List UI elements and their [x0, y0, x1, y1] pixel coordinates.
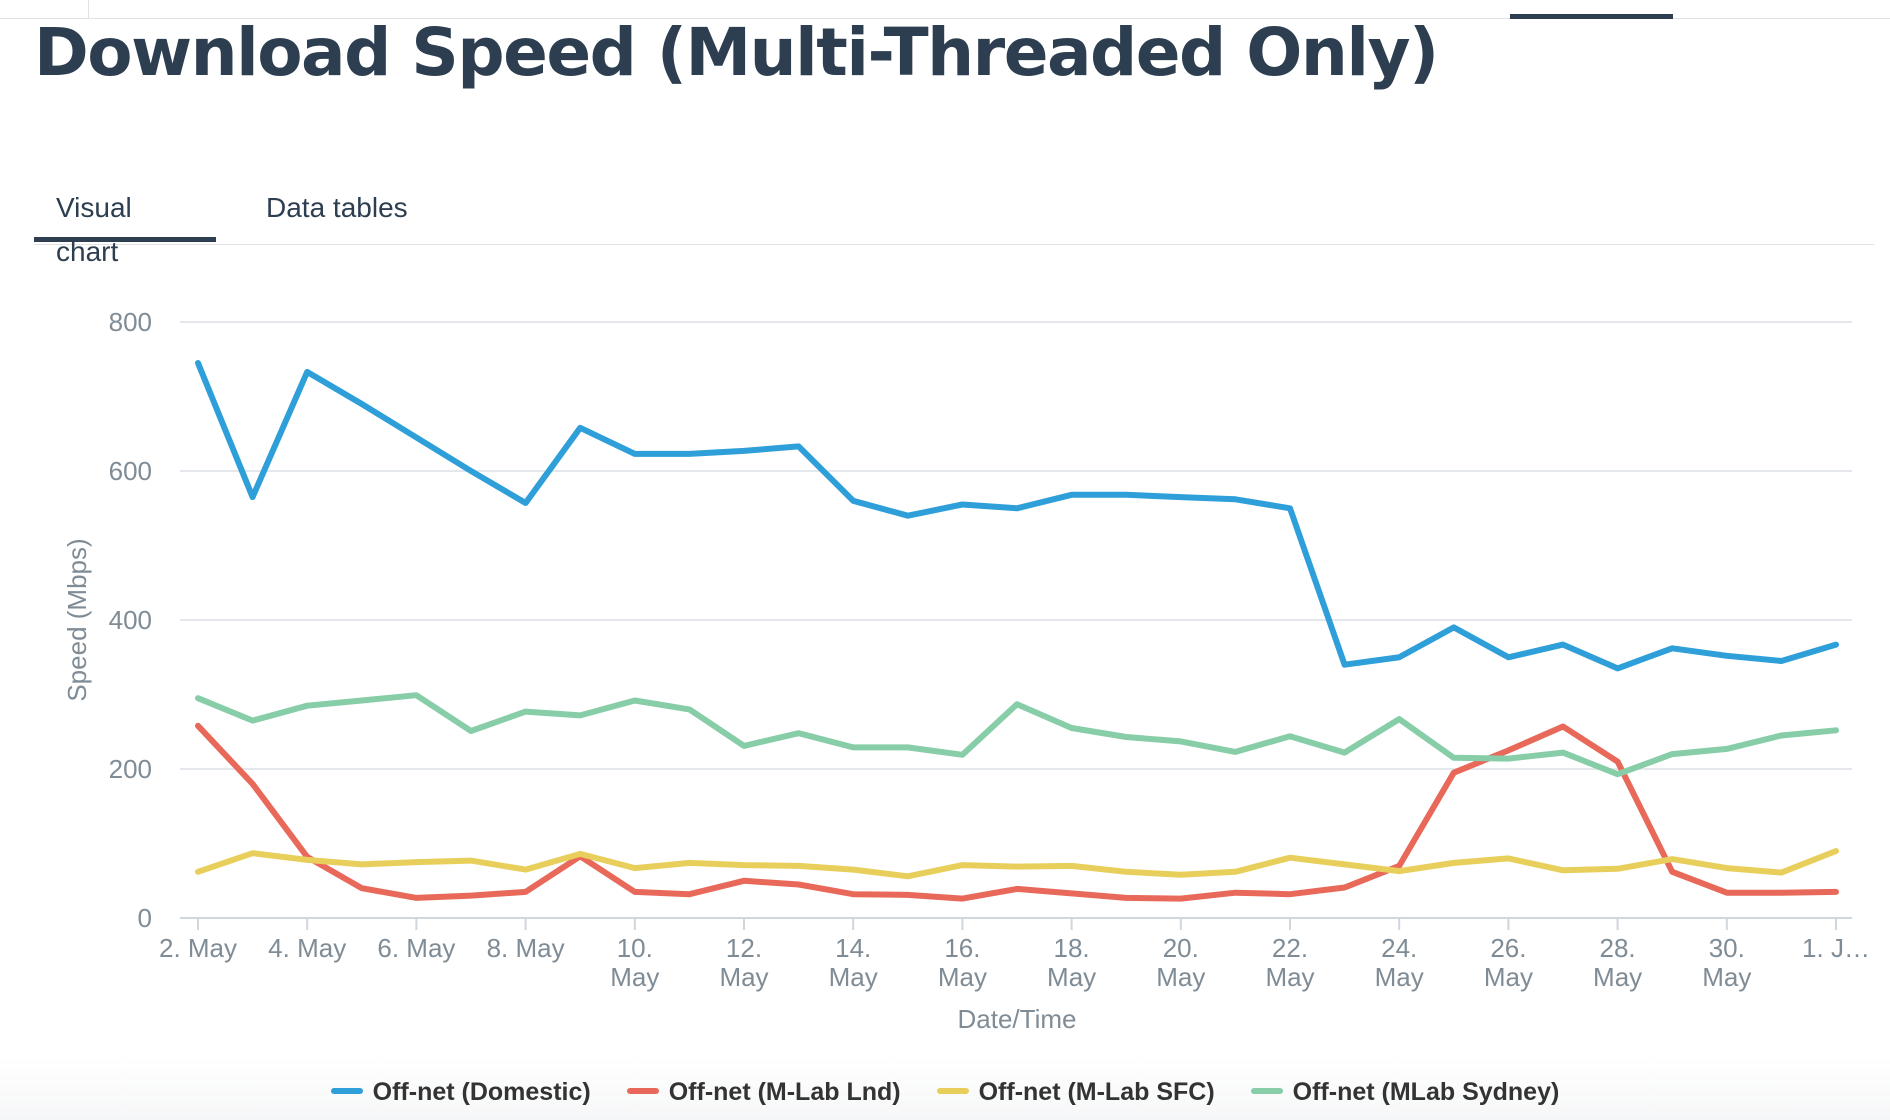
legend-item[interactable]: Off-net (M-Lab SFC) [936, 1075, 1215, 1109]
x-tick-label: 30. May [1702, 933, 1751, 992]
y-axis-ticks: 0 200 400 600 800 [109, 307, 152, 933]
series-line[interactable] [195, 722, 1839, 902]
x-tick-label: 22. May [1265, 933, 1314, 992]
x-tick-label: 10. May [610, 933, 659, 992]
legend-swatch [936, 1088, 969, 1095]
y-tick-label: 0 [138, 903, 152, 933]
x-axis-label: Date/Time [958, 1004, 1077, 1034]
legend-label: Off-net (Domestic) [372, 1078, 591, 1106]
x-tick-label: 20. May [1156, 933, 1205, 992]
x-tick-label: 18. May [1047, 933, 1096, 992]
x-tick-label: 8. May [487, 933, 565, 963]
x-tick-label: 28. May [1593, 933, 1642, 992]
x-axis: 2. May 4. May 6. May 8. May 10. May 12. May 14. M… [159, 918, 1870, 992]
x-tick-label: 26. May [1484, 933, 1533, 992]
active-nav-indicator [1510, 14, 1673, 19]
legend-label: Off-net (MLab Sydney) [1292, 1078, 1560, 1106]
y-tick-label: 800 [109, 307, 152, 337]
x-tick-label: 1. J… [1802, 933, 1870, 963]
y-tick-label: 600 [109, 456, 152, 486]
tab-data-tables[interactable]: Data tables [266, 192, 408, 223]
chart-tabs: Visual chart Data tables [34, 186, 1874, 267]
series-line[interactable] [195, 692, 1839, 778]
page-title: Download Speed (Multi-Threaded Only) [34, 14, 1439, 91]
legend-swatch [1250, 1088, 1283, 1095]
chart-legend: Off-net (Domestic) Off-net (M-Lab Lnd) Off… [0, 1075, 1890, 1109]
line-chart: 0 200 400 600 800 2. May 4. May 6. May 8. May 10… [62, 307, 1870, 1034]
legend-swatch [626, 1088, 659, 1095]
top-nav-strip [0, 0, 1890, 19]
nav-divider [88, 0, 89, 18]
series-lines [195, 360, 1839, 902]
series-line[interactable] [195, 848, 1839, 880]
legend-item[interactable]: Off-net (MLab Sydney) [1250, 1075, 1560, 1109]
x-tick-label: 2. May [159, 933, 237, 963]
legend-swatch [330, 1088, 363, 1095]
x-tick-label: 14. May [829, 933, 878, 992]
x-tick-label: 6. May [377, 933, 455, 963]
legend-item[interactable]: Off-net (Domestic) [330, 1075, 591, 1109]
grid-lines [180, 321, 1852, 919]
series-line[interactable] [195, 360, 1839, 672]
legend-label: Off-net (M-Lab SFC) [978, 1078, 1215, 1106]
x-tick-label: 4. May [268, 933, 346, 963]
tab-visual-chart[interactable]: Visual chart [34, 186, 216, 267]
legend-label: Off-net (M-Lab Lnd) [668, 1078, 901, 1106]
x-tick-label: 24. May [1375, 933, 1424, 992]
x-tick-label: 12. May [719, 933, 768, 992]
y-tick-label: 200 [109, 754, 152, 784]
x-tick-label: 16. May [938, 933, 987, 992]
legend-item[interactable]: Off-net (M-Lab Lnd) [626, 1075, 901, 1109]
y-tick-label: 400 [109, 605, 152, 635]
y-axis-label: Speed (Mbps) [62, 538, 92, 701]
